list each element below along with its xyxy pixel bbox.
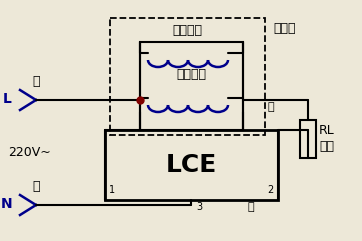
Bar [105,130,278,200]
Text: 3: 3 [196,202,202,212]
Text: 电压线圈: 电压线圈 [173,24,202,36]
Text: 220V~: 220V~ [8,146,51,159]
Bar [300,120,316,158]
Text: 出: 出 [268,102,275,112]
Text: 电流线圈: 电流线圈 [177,68,206,81]
Text: L: L [3,92,12,106]
Text: 进: 进 [32,75,40,88]
Text: N: N [0,197,12,211]
Text: 电度表: 电度表 [273,21,295,34]
Text: RL: RL [319,123,335,136]
Text: 进: 进 [32,180,40,193]
Text: 2: 2 [268,185,274,195]
Text: LCE: LCE [166,153,217,177]
Bar [140,42,243,130]
Bar [110,18,265,135]
Text: 1: 1 [109,185,115,195]
Text: 负载: 负载 [319,140,334,153]
Text: 出: 出 [248,202,254,212]
